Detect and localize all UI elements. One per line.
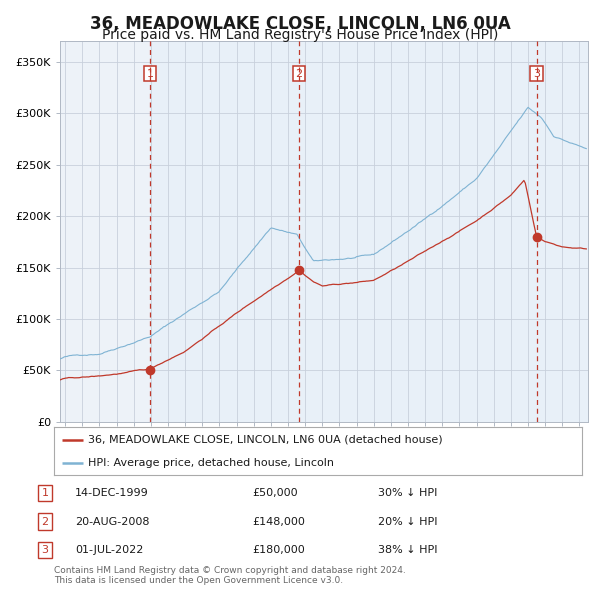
Text: £50,000: £50,000 [252, 489, 298, 498]
Text: 3: 3 [533, 68, 540, 78]
Text: 30% ↓ HPI: 30% ↓ HPI [378, 489, 437, 498]
Text: HPI: Average price, detached house, Lincoln: HPI: Average price, detached house, Linc… [88, 458, 334, 468]
Text: 3: 3 [41, 545, 49, 555]
Text: 20-AUG-2008: 20-AUG-2008 [75, 517, 149, 526]
Text: £180,000: £180,000 [252, 545, 305, 555]
Bar [299, 41, 536, 422]
Text: Contains HM Land Registry data © Crown copyright and database right 2024.
This d: Contains HM Land Registry data © Crown c… [54, 566, 406, 585]
Text: 36, MEADOWLAKE CLOSE, LINCOLN, LN6 0UA (detached house): 36, MEADOWLAKE CLOSE, LINCOLN, LN6 0UA (… [88, 435, 443, 445]
Text: 01-JUL-2022: 01-JUL-2022 [75, 545, 143, 555]
Text: 1: 1 [41, 489, 49, 498]
Text: £148,000: £148,000 [252, 517, 305, 526]
Text: 20% ↓ HPI: 20% ↓ HPI [378, 517, 437, 526]
Bar [150, 41, 299, 422]
Text: 2: 2 [41, 517, 49, 526]
Text: 36, MEADOWLAKE CLOSE, LINCOLN, LN6 0UA: 36, MEADOWLAKE CLOSE, LINCOLN, LN6 0UA [89, 15, 511, 33]
Text: 14-DEC-1999: 14-DEC-1999 [75, 489, 149, 498]
Text: 2: 2 [295, 68, 302, 78]
Bar [536, 41, 588, 422]
Text: Price paid vs. HM Land Registry's House Price Index (HPI): Price paid vs. HM Land Registry's House … [102, 28, 498, 42]
Text: 1: 1 [146, 68, 154, 78]
Text: 38% ↓ HPI: 38% ↓ HPI [378, 545, 437, 555]
